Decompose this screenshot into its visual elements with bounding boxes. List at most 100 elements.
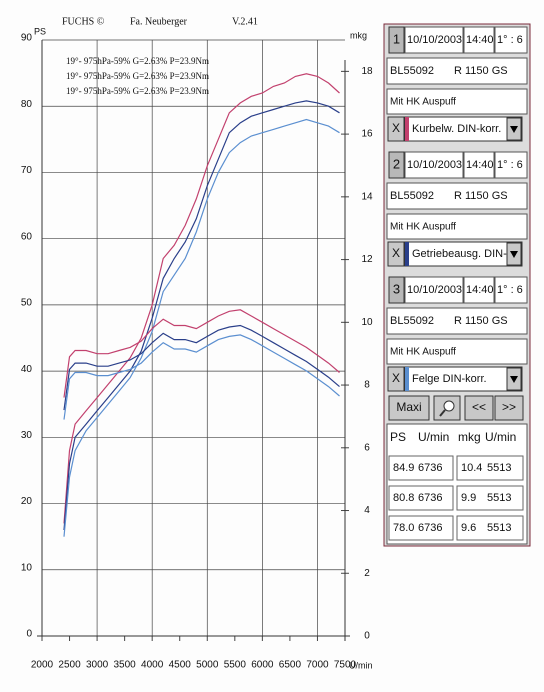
- x-tick-label: 7500: [334, 660, 357, 671]
- table-row: [456, 485, 524, 511]
- run-ratio: 1° : 6: [497, 34, 523, 46]
- table-header: U/min: [418, 430, 449, 444]
- x-tick-label: 7000: [306, 660, 329, 671]
- table-cell: 10.4: [461, 462, 482, 474]
- y-tick-label: 90: [21, 33, 33, 44]
- color-swatch: [405, 242, 409, 266]
- run-time: 14:40: [466, 159, 494, 171]
- x-tick-label: 3000: [86, 660, 109, 671]
- field: [463, 26, 495, 54]
- y-tick-label: 10: [21, 562, 33, 573]
- y-tick-label: 70: [21, 165, 33, 176]
- y2-axis-label: mkg: [350, 30, 367, 40]
- table-cell: 84.9: [393, 462, 414, 474]
- run-time: 14:40: [466, 34, 494, 46]
- close-button[interactable]: [387, 366, 405, 392]
- run-number-button[interactable]: [388, 276, 405, 304]
- nav-button[interactable]: [388, 395, 430, 421]
- y2-tick-label: 0: [364, 631, 370, 642]
- close-button[interactable]: [387, 241, 405, 267]
- run-id: BL55092: [390, 315, 434, 327]
- power-curve: [63, 309, 340, 398]
- x-tick-label: 4500: [169, 660, 192, 671]
- table-row: [388, 515, 454, 541]
- run-number: 1: [393, 31, 400, 46]
- legend-entry: 19°- 975hPa-59% G=2.63% P=23.9Nm: [66, 86, 209, 96]
- run-ratio: 1° : 6: [497, 159, 523, 171]
- run-id: BL55092: [390, 190, 434, 202]
- table-header: U/min: [485, 430, 516, 444]
- close-button[interactable]: [387, 116, 405, 142]
- field: [494, 276, 528, 304]
- table-row: [388, 455, 454, 481]
- y2-tick-label: 18: [361, 66, 373, 77]
- run-note: Mit HK Auspuff: [390, 222, 456, 233]
- y2-tick-label: 10: [361, 317, 373, 328]
- table-header: PS: [390, 430, 406, 444]
- field: [404, 151, 464, 179]
- power-curve: [63, 100, 340, 531]
- table-cell: 80.8: [393, 492, 414, 504]
- table-cell: 78.0: [393, 522, 414, 534]
- color-swatch: [405, 117, 409, 141]
- y2-tick-label: 2: [364, 568, 370, 579]
- field: [386, 88, 528, 115]
- zoom-icon: [439, 409, 446, 417]
- power-curve: [63, 334, 340, 420]
- field: [386, 307, 528, 335]
- nav-button[interactable]: [494, 395, 524, 421]
- run-note: Mit HK Auspuff: [390, 97, 456, 108]
- x-tick-label: 2500: [58, 660, 81, 671]
- table-cell: 6736: [418, 462, 442, 474]
- power-curve: [63, 73, 340, 524]
- field: [386, 182, 528, 210]
- filter-dropdown[interactable]: [404, 241, 523, 267]
- run-date: 10/10/2003: [407, 284, 462, 296]
- table-cell: 9.6: [461, 522, 476, 534]
- field: [463, 151, 495, 179]
- close-label: X: [392, 246, 400, 260]
- nav-button-label: Maxi: [396, 400, 421, 414]
- table-cell: 6736: [418, 522, 442, 534]
- header-text: Fa. Neuberger: [130, 16, 188, 27]
- y2-tick-label: 12: [361, 254, 373, 265]
- table-cell: 5513: [487, 522, 511, 534]
- run-number: 2: [393, 156, 400, 171]
- y-tick-label: 40: [21, 364, 33, 375]
- dropdown-arrow: [510, 251, 518, 258]
- run-id: BL55092: [390, 65, 434, 77]
- run-model: R 1150 GS: [454, 315, 508, 327]
- header-text: FUCHS ©: [62, 16, 105, 27]
- run-date: 10/10/2003: [407, 159, 462, 171]
- x-tick-label: 6000: [251, 660, 274, 671]
- table-row: [456, 515, 524, 541]
- y-tick-label: 30: [21, 430, 33, 441]
- field: [463, 276, 495, 304]
- run-model: R 1150 GS: [454, 190, 508, 202]
- x-tick-label: 6500: [279, 660, 302, 671]
- y-tick-label: 80: [21, 99, 33, 110]
- legend-entry: 19°- 975hPa-59% G=2.63% P=23.9Nm: [66, 71, 209, 81]
- nav-button[interactable]: [464, 395, 494, 421]
- filter-dropdown[interactable]: [404, 366, 523, 392]
- field: [386, 338, 528, 365]
- dropdown-arrow: [510, 126, 518, 133]
- field: [386, 213, 528, 240]
- run-number-button[interactable]: [388, 151, 405, 179]
- y-tick-label: 60: [21, 231, 33, 242]
- nav-button-label: >>: [502, 400, 516, 414]
- filter-label: Felge DIN-korr.: [412, 373, 487, 385]
- close-label: X: [392, 371, 400, 385]
- close-label: X: [392, 121, 400, 135]
- field: [404, 26, 464, 54]
- y2-tick-label: 8: [364, 380, 370, 391]
- run-model: R 1150 GS: [454, 65, 508, 77]
- x-tick-label: 5500: [224, 660, 247, 671]
- filter-dropdown[interactable]: [404, 116, 523, 142]
- table-cell: 6736: [418, 492, 442, 504]
- power-curve: [63, 324, 340, 411]
- run-number-button[interactable]: [388, 26, 405, 54]
- y2-tick-label: 4: [364, 505, 370, 516]
- zoom-icon: [443, 400, 455, 412]
- y2-tick-label: 6: [364, 442, 370, 453]
